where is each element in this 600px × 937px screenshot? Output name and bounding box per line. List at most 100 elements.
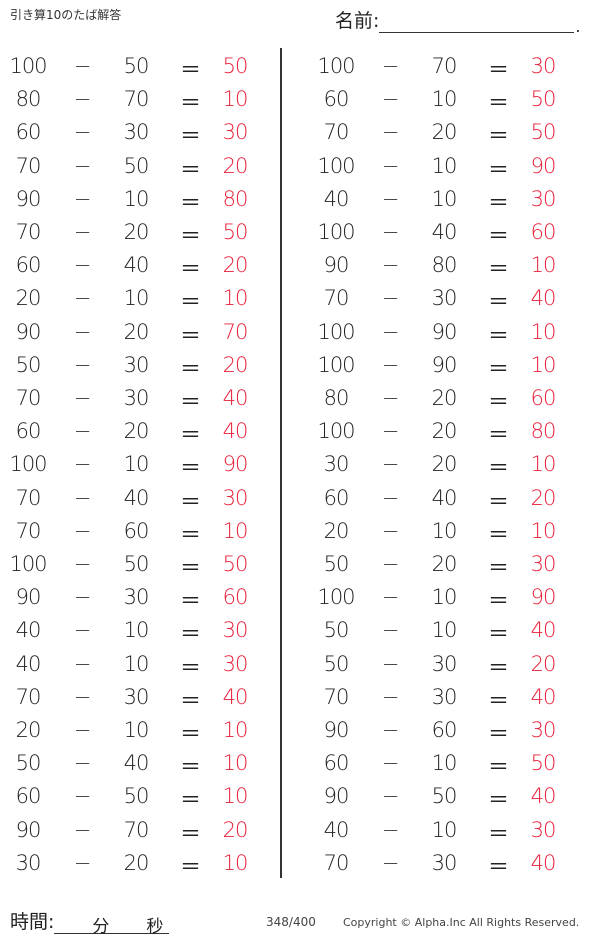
minuend: 90: [15, 585, 42, 610]
minuend: 70: [15, 153, 42, 178]
minus-sign: −: [73, 186, 92, 211]
problem-row: 90 − 80 ＝ 10: [308, 251, 588, 284]
minuend: 70: [323, 286, 350, 311]
problem-row: 30 − 20 ＝ 10: [308, 450, 588, 483]
problem-row: 60 − 40 ＝ 20: [0, 251, 280, 284]
minus-sign: −: [381, 253, 400, 278]
minus-sign: −: [381, 751, 400, 776]
minus-sign: −: [73, 817, 92, 842]
equals-sign: ＝: [180, 356, 201, 381]
answer: 90: [530, 585, 557, 610]
subtrahend: 60: [431, 718, 458, 742]
equals-sign: ＝: [180, 290, 201, 315]
minuend: 50: [15, 751, 42, 776]
minus-sign: −: [381, 87, 400, 112]
minuend: 60: [323, 485, 350, 510]
equals-sign: ＝: [488, 224, 509, 248]
answer: 10: [530, 518, 557, 543]
subtrahend: 20: [431, 419, 458, 444]
minus-sign: −: [73, 552, 92, 576]
subtrahend: 50: [123, 784, 150, 809]
answer: 20: [530, 651, 557, 676]
subtrahend: 40: [123, 751, 150, 776]
problem-row: 70 − 60 ＝ 10: [0, 517, 280, 550]
problem-row: 40 − 10 ＝ 30: [308, 816, 588, 849]
answer: 40: [530, 850, 557, 875]
subtrahend: 10: [123, 286, 150, 311]
subtrahend: 30: [123, 352, 150, 377]
minuend: 90: [15, 817, 42, 842]
minus-sign: −: [381, 286, 400, 311]
minuend: 100: [317, 153, 355, 178]
equals-sign: ＝: [488, 323, 509, 348]
equals-sign: ＝: [488, 722, 509, 746]
minus-sign: −: [73, 286, 92, 311]
answer: 30: [530, 718, 557, 742]
time-label: 時間:: [10, 911, 55, 933]
minus-sign: −: [73, 452, 92, 477]
subtrahend: 30: [431, 684, 458, 709]
equals-sign: ＝: [180, 58, 201, 82]
equals-sign: ＝: [488, 522, 509, 547]
answer: 10: [530, 319, 557, 344]
equals-sign: ＝: [180, 124, 201, 149]
answer: 40: [530, 784, 557, 809]
minus-sign: −: [381, 684, 400, 709]
equals-sign: ＝: [180, 522, 201, 547]
equals-sign: ＝: [488, 622, 509, 647]
subtrahend: 30: [431, 286, 458, 311]
answer: 30: [222, 120, 249, 145]
subtrahend: 30: [123, 120, 150, 145]
minus-sign: −: [381, 485, 400, 510]
equals-sign: ＝: [180, 423, 201, 448]
answer: 10: [222, 718, 249, 742]
subtrahend: 10: [431, 153, 458, 178]
answer: 20: [530, 485, 557, 510]
problem-row: 20 − 10 ＝ 10: [0, 716, 280, 749]
equals-sign: ＝: [488, 688, 509, 713]
problem-row: 70 − 30 ＝ 40: [308, 284, 588, 317]
minus-sign: −: [73, 651, 92, 676]
minus-sign: −: [73, 419, 92, 444]
answer: 10: [222, 518, 249, 543]
minus-sign: −: [381, 186, 400, 211]
subtrahend: 70: [431, 54, 458, 78]
equals-sign: ＝: [488, 456, 509, 481]
subtrahend: 40: [123, 485, 150, 510]
minus-sign: −: [73, 684, 92, 709]
minus-sign: −: [381, 419, 400, 444]
minuend: 90: [323, 784, 350, 809]
equals-sign: ＝: [488, 356, 509, 381]
problem-row: 60 − 50 ＝ 10: [0, 782, 280, 815]
equals-sign: ＝: [488, 190, 509, 215]
subtrahend: 10: [431, 518, 458, 543]
minuend: 20: [15, 286, 42, 311]
equals-sign: ＝: [488, 755, 509, 780]
equals-sign: ＝: [488, 58, 509, 82]
answer: 30: [530, 552, 557, 576]
minuend: 70: [323, 850, 350, 875]
minus-sign: −: [73, 718, 92, 742]
minuend: 90: [15, 186, 42, 211]
time-field: 時間: 分秒: [10, 907, 170, 937]
name-label: 名前:: [335, 10, 380, 32]
subtrahend: 10: [123, 718, 150, 742]
equals-sign: ＝: [180, 589, 201, 614]
subtrahend: 10: [123, 452, 150, 477]
problem-row: 80 − 20 ＝ 60: [308, 384, 588, 417]
minus-sign: −: [381, 552, 400, 576]
subtrahend: 10: [123, 651, 150, 676]
seconds-label: 秒: [146, 917, 164, 937]
minus-sign: −: [381, 651, 400, 676]
minus-sign: −: [73, 220, 92, 244]
subtrahend: 80: [431, 253, 458, 278]
problem-row: 20 − 10 ＝ 10: [308, 517, 588, 550]
subtrahend: 50: [123, 54, 150, 78]
answer: 30: [530, 54, 557, 78]
minuend: 80: [323, 386, 350, 410]
problem-row: 90 − 70 ＝ 20: [0, 816, 280, 849]
minus-sign: −: [381, 718, 400, 742]
subtrahend: 30: [123, 585, 150, 610]
answer: 10: [530, 352, 557, 377]
minuend: 40: [15, 651, 42, 676]
